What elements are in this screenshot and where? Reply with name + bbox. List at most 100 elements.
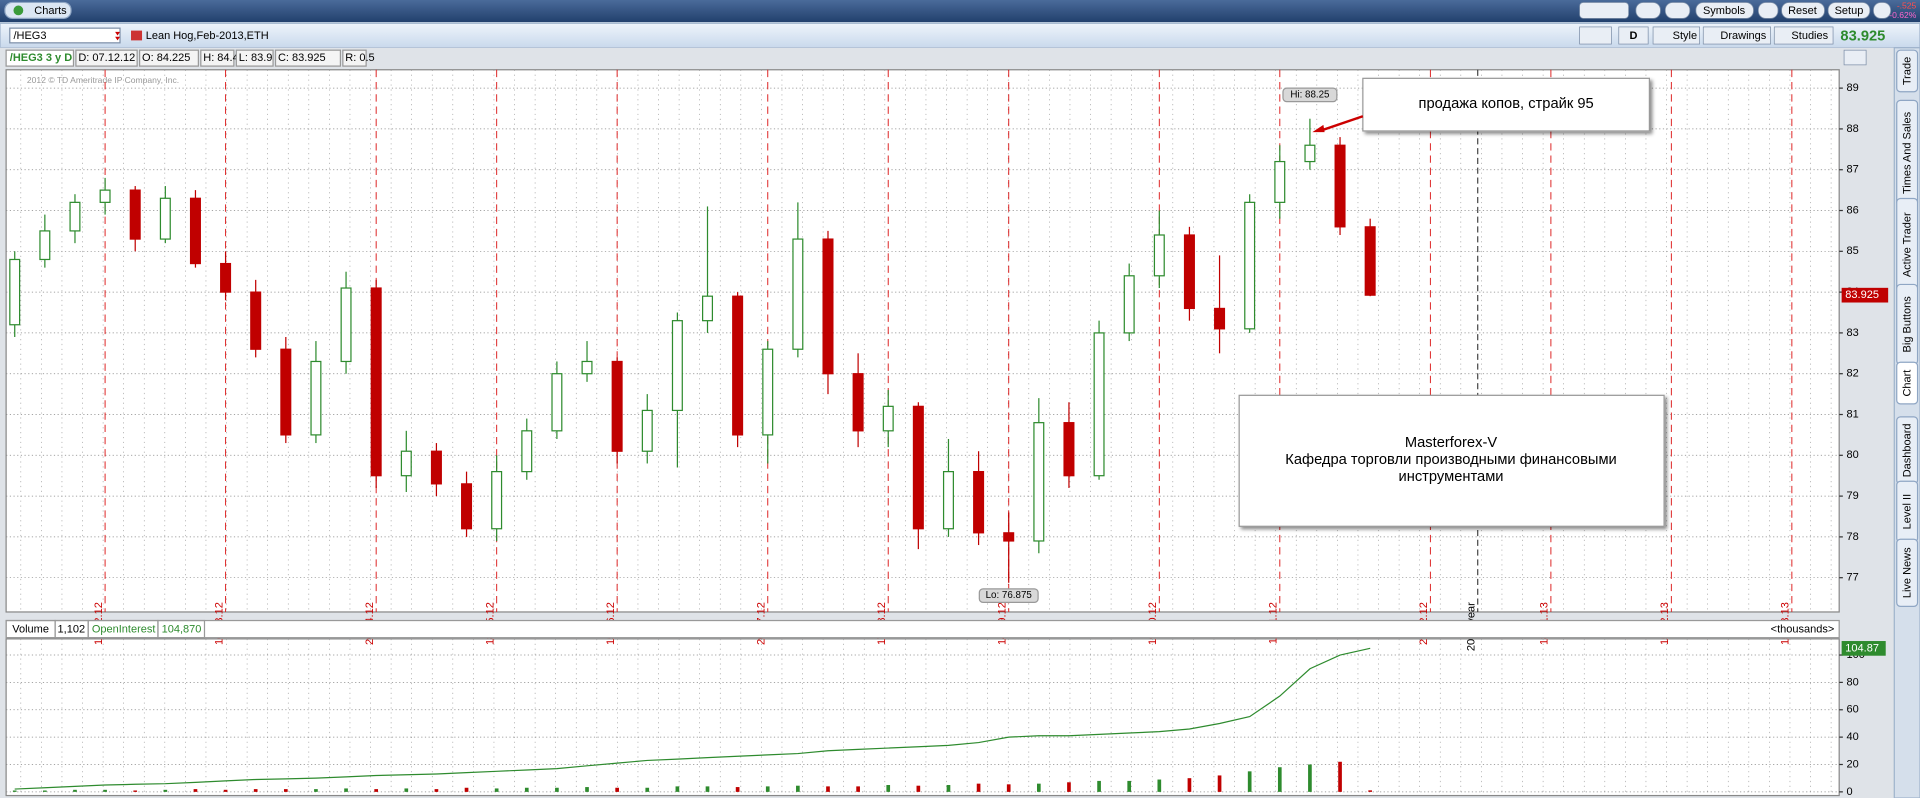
side-tab-label: Chart [1902, 370, 1914, 397]
y-tick-label: 87 [1847, 164, 1859, 176]
volume-bar [133, 790, 138, 792]
side-tab-label: Times And Sales [1902, 111, 1914, 194]
icon-button[interactable] [1635, 2, 1661, 19]
volume-bar [615, 787, 619, 792]
y-tick-label: 60 [1847, 704, 1859, 716]
volume-bar [675, 786, 680, 792]
volume-bar [1187, 778, 1192, 792]
volume-bar [1308, 764, 1312, 792]
volume-bar [916, 785, 921, 792]
info-cell [5, 49, 75, 67]
pct-change: -0.62% [1889, 10, 1916, 20]
candle-body [39, 230, 51, 261]
charts-tab[interactable] [4, 1, 72, 19]
info-cell [200, 49, 235, 67]
price-panel [5, 69, 1840, 613]
studies-button[interactable] [1773, 26, 1834, 45]
volume-bar [103, 789, 107, 792]
top-bar [0, 0, 1920, 23]
note-box [1238, 394, 1665, 527]
symbols-button[interactable] [1695, 2, 1754, 19]
candle-body [822, 238, 834, 375]
candle-body [912, 405, 924, 530]
volume-bar [585, 787, 589, 792]
reset-button[interactable] [1781, 2, 1825, 19]
setup-button[interactable] [1827, 2, 1871, 19]
volume-bar [1067, 782, 1071, 792]
candle-body [762, 348, 774, 436]
candle-body [611, 360, 623, 452]
volume-bar [43, 790, 47, 792]
candle-body [280, 348, 292, 436]
volume-bar [1277, 767, 1282, 792]
button-label: Drawings [1720, 30, 1766, 42]
volume-bar [826, 786, 830, 792]
candle-body [792, 238, 804, 350]
candle-body [129, 189, 141, 240]
candle-body [1334, 144, 1346, 228]
drawings-button[interactable] [1702, 26, 1771, 45]
aggregation-button[interactable] [1618, 26, 1649, 45]
header-cell [157, 619, 206, 639]
series-name: OpenInterest [92, 624, 156, 636]
candle-body [551, 373, 563, 432]
tab-label: Charts [34, 5, 67, 17]
candle-body [1063, 422, 1075, 477]
side-tab[interactable] [1896, 538, 1919, 607]
icon-button[interactable] [1873, 2, 1891, 19]
side-tab-label: Big Buttons [1902, 296, 1914, 353]
volume-bar [73, 789, 77, 792]
volume-bar [253, 789, 258, 792]
hi-label-box [1282, 87, 1338, 103]
candle-body [1003, 532, 1015, 542]
volume-bar [193, 789, 198, 792]
symbol-description: Lean Hog,Feb-2013,ETH [146, 30, 269, 42]
chart-icon[interactable] [1843, 49, 1867, 66]
volume-panel [5, 638, 1840, 797]
volume-bar [314, 789, 318, 792]
last-price-tag [1841, 287, 1889, 303]
header-value: 104,870 [162, 624, 202, 636]
button-label: Reset [1788, 5, 1817, 17]
candle-body [340, 287, 352, 363]
link-icon[interactable] [131, 30, 143, 41]
side-tab[interactable] [1896, 361, 1919, 405]
arrow-head [1312, 124, 1325, 133]
candle-body [370, 287, 382, 477]
icon-button[interactable] [1664, 2, 1691, 19]
dropdown-icon[interactable] [115, 31, 120, 41]
y-tick-label: 0 [1847, 786, 1853, 798]
volume-bar [1217, 775, 1222, 792]
y-tick-label: 89 [1847, 82, 1859, 94]
y-tick-label: 79 [1847, 490, 1859, 502]
open-interest-line [14, 647, 1371, 790]
volume-bar [1338, 761, 1342, 792]
volume-bar [705, 786, 710, 792]
candle-body [159, 197, 171, 240]
tool-button[interactable] [1579, 26, 1612, 45]
candle-body [852, 373, 864, 432]
note: продажа копов, страйк 95 [1419, 96, 1594, 112]
y-tick-label: 85 [1847, 245, 1859, 257]
info-value: D: 07.12.12 [78, 52, 135, 64]
info-cell [75, 49, 138, 67]
layout-button[interactable] [1579, 2, 1629, 19]
candle-body [882, 405, 894, 432]
volume-bar [1097, 780, 1101, 792]
volume-bar [1127, 780, 1132, 792]
volume-bar [946, 785, 951, 792]
volume-bar [494, 788, 499, 792]
volume-bar [1036, 783, 1041, 792]
volume-bar [283, 789, 288, 792]
volume-bar [464, 787, 469, 792]
icon-button[interactable] [1758, 2, 1779, 19]
candle-body [973, 471, 985, 534]
candle-body [942, 471, 954, 530]
side-tab-label: Trade [1902, 57, 1914, 85]
volume-bar [1247, 771, 1252, 792]
symbol-input[interactable] [9, 27, 121, 44]
style-button[interactable] [1652, 26, 1700, 45]
side-tab[interactable] [1896, 49, 1919, 93]
net-change: -.525 [1897, 0, 1917, 10]
info-cell [138, 49, 199, 67]
